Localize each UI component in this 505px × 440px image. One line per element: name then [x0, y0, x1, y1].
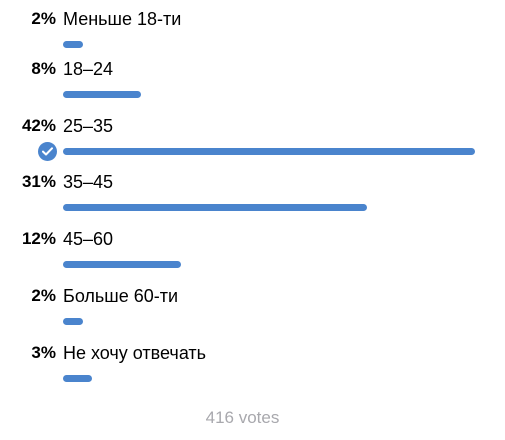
option-label: Меньше 18-ти	[63, 9, 182, 29]
votes-count: 416 votes	[205, 408, 280, 427]
option-percent: 2%	[31, 9, 56, 28]
result-bar-track	[63, 318, 475, 325]
result-bar	[63, 148, 475, 155]
poll-option[interactable]: 3% Не хочу отвечать	[0, 342, 505, 392]
result-bar-track	[63, 204, 475, 211]
result-bar-track	[63, 41, 475, 48]
poll-option-selected[interactable]: 42% 25–35	[0, 115, 505, 165]
option-label: 18–24	[63, 59, 114, 79]
poll-option[interactable]: 31% 35–45	[0, 171, 505, 221]
checkmark-circle-icon	[38, 142, 57, 161]
option-percent: 8%	[31, 59, 56, 78]
result-bar-track	[63, 261, 475, 268]
result-bar	[63, 41, 83, 48]
option-percent: 12%	[21, 229, 56, 248]
result-bar	[63, 261, 181, 268]
poll-option[interactable]: 2% Больше 60-ти	[0, 285, 505, 335]
option-label: 45–60	[63, 229, 114, 249]
option-percent: 31%	[21, 172, 56, 191]
poll-option[interactable]: 8% 18–24	[0, 58, 505, 108]
option-label: Не хочу отвечать	[63, 343, 207, 363]
result-bar-track	[63, 375, 475, 382]
option-percent: 2%	[31, 286, 56, 305]
option-label: 35–45	[63, 172, 114, 192]
option-label: 25–35	[63, 116, 114, 136]
result-bar	[63, 375, 92, 382]
option-percent: 42%	[21, 116, 56, 135]
poll-option[interactable]: 2% Меньше 18-ти	[0, 8, 505, 58]
option-label: Больше 60-ти	[63, 286, 179, 306]
result-bar	[63, 204, 367, 211]
result-bar-track	[63, 148, 475, 155]
poll-option[interactable]: 12% 45–60	[0, 228, 505, 278]
result-bar	[63, 91, 141, 98]
option-percent: 3%	[31, 343, 56, 362]
result-bar	[63, 318, 83, 325]
result-bar-track	[63, 91, 475, 98]
